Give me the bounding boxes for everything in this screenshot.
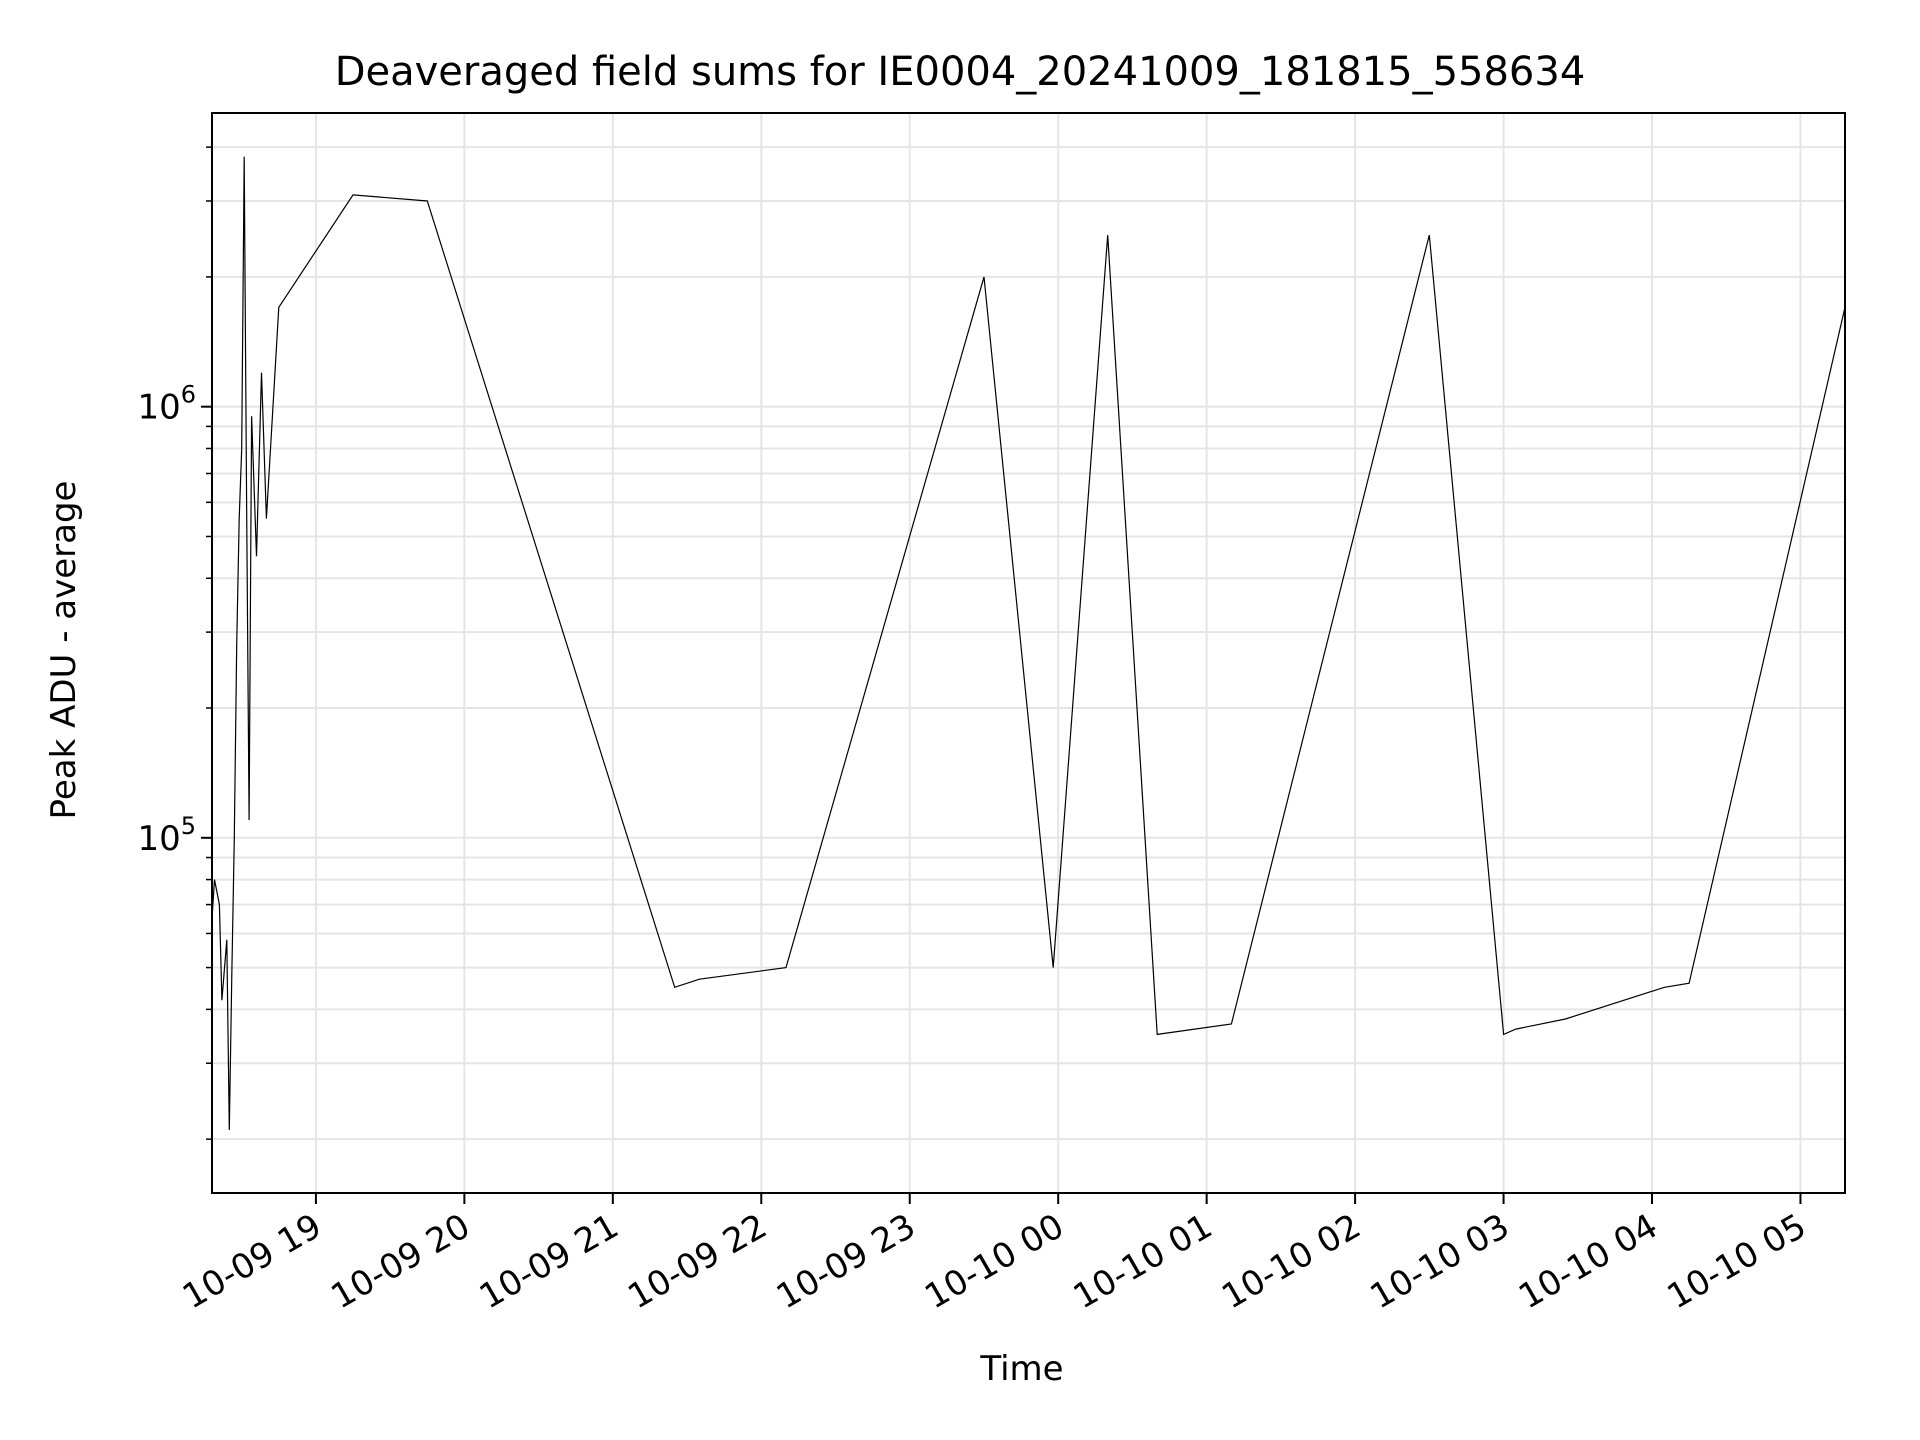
series-line [211,156,1846,1131]
y-axis-label: Peak ADU - average [44,481,84,820]
series-line-group [211,156,1846,1131]
plot-frame [211,112,1846,1194]
chart-title: Deaveraged field sums for IE0004_2024100… [335,49,1586,95]
x-axis-label: Time [979,1349,1063,1389]
grid [212,113,1845,1193]
y-tick-label: 106 [137,381,196,428]
y-tick-label: 105 [137,812,196,859]
